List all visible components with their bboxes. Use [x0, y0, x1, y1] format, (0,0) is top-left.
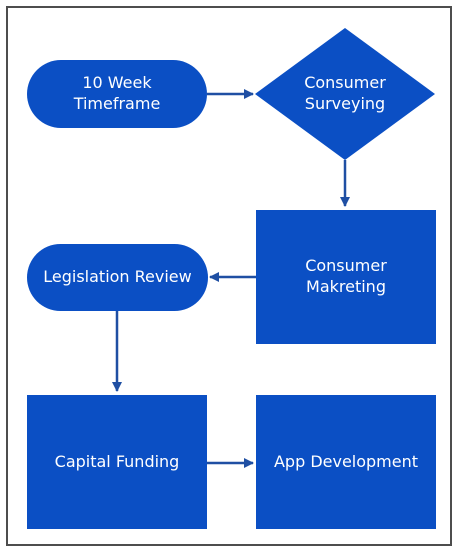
- node-label-timeframe: 10 Week Timeframe: [73, 73, 161, 113]
- node-capital-funding: Capital Funding: [27, 395, 207, 529]
- node-consumer-surveying: Consumer Surveying: [270, 60, 420, 128]
- node-10-week-timeframe: 10 Week Timeframe: [27, 60, 207, 128]
- node-legislation-review: Legislation Review: [27, 244, 208, 311]
- node-label-surveying: Consumer Surveying: [304, 73, 386, 113]
- node-app-development: App Development: [256, 395, 436, 529]
- node-consumer-marketing: Consumer Makreting: [256, 210, 436, 344]
- decision-diamond-shape: [255, 28, 435, 160]
- node-label-funding: Capital Funding: [54, 451, 180, 471]
- node-label-legislation: Legislation Review: [43, 267, 192, 287]
- node-label-marketing: Consumer Makreting: [305, 256, 387, 296]
- node-label-app-dev: App Development: [273, 451, 419, 471]
